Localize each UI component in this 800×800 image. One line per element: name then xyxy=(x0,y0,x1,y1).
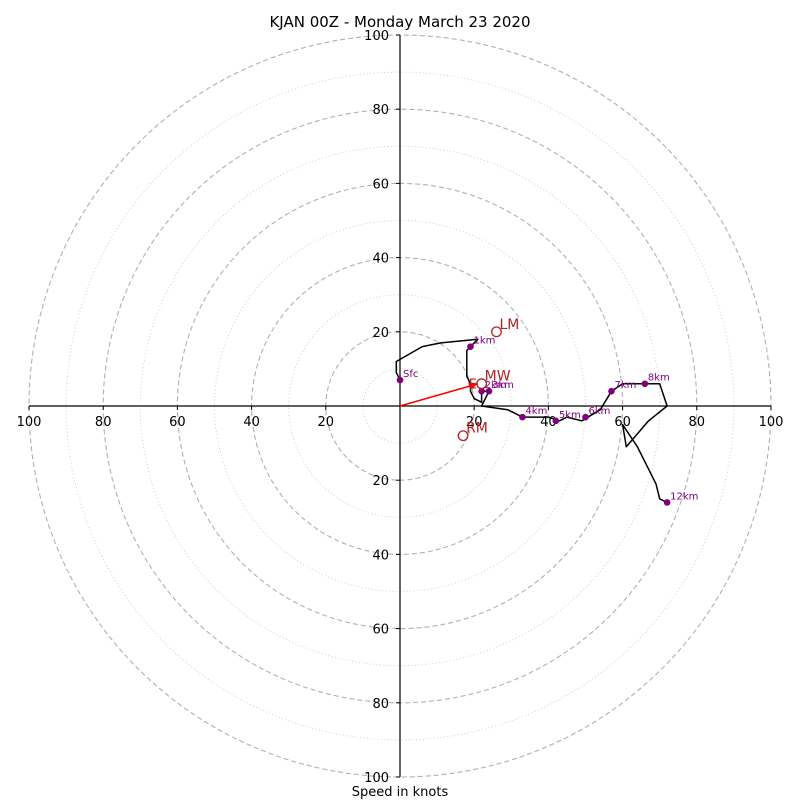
height-marker-dot xyxy=(663,499,671,506)
x-tick-label: 80 xyxy=(689,415,706,430)
storm-motion-circle xyxy=(476,378,488,390)
height-marker-dot xyxy=(467,343,474,350)
height-marker-label: Sfc xyxy=(403,369,418,380)
height-marker-label: 8km xyxy=(648,373,670,384)
x-tick-label: 100 xyxy=(17,415,42,430)
shear-vector-line xyxy=(399,382,479,407)
y-tick-label: 20 xyxy=(372,474,389,489)
x-tick-label: 80 xyxy=(95,415,112,430)
storm-motion-circle xyxy=(491,326,502,338)
storm-motion-label: LM xyxy=(499,317,519,333)
y-tick-label: 40 xyxy=(372,548,389,563)
height-marker-dot xyxy=(552,417,560,425)
storm-motion-markers: LM MW RM xyxy=(457,317,519,442)
height-marker-label: 5km xyxy=(559,410,581,421)
y-tick-label: 60 xyxy=(372,177,389,192)
height-marker-label: 1km xyxy=(473,336,495,347)
hodograph-trace xyxy=(395,338,668,504)
height-marker-dot xyxy=(641,380,649,388)
x-tick-label: 100 xyxy=(759,415,784,430)
shear-vector-arrowhead xyxy=(468,382,478,391)
height-marker-label: 7km xyxy=(614,380,636,391)
shear-vector-label: E xyxy=(469,378,477,393)
chart-title: KJAN 00Z - Monday March 23 2020 xyxy=(269,13,530,31)
y-tick-label: 100 xyxy=(364,29,389,44)
x-axis-label: Speed in knots xyxy=(352,785,449,800)
storm-motion-label: RM xyxy=(466,421,488,437)
y-tick-label: 100 xyxy=(364,771,389,786)
height-marker-dot xyxy=(478,387,485,395)
x-tick-label: 20 xyxy=(318,415,335,430)
x-tick-label: 60 xyxy=(614,415,631,430)
height-marker-dot xyxy=(582,413,589,421)
y-tick-label: 20 xyxy=(372,326,389,341)
height-marker-label: 6km xyxy=(589,406,611,417)
x-tick-label: 40 xyxy=(243,415,260,430)
y-tick-label: 60 xyxy=(372,623,389,638)
y-tick-label: 80 xyxy=(372,103,389,118)
x-tick-label: 20 xyxy=(466,415,483,430)
height-marker-dot xyxy=(608,387,615,395)
hodograph-line xyxy=(395,338,668,504)
effective-shear-vector: E xyxy=(399,378,479,407)
height-marker-label: 2km xyxy=(485,380,507,391)
height-marker-dot xyxy=(485,387,493,395)
y-tick-label: 40 xyxy=(372,252,389,267)
height-marker-label: 4km xyxy=(525,406,547,417)
height-marker-dot xyxy=(519,413,526,421)
tick-labels: 100 80 60 40 20 20 40 60 80 100100806040202040608… xyxy=(17,29,784,786)
height-marker-label: 12km xyxy=(670,491,698,502)
height-marker-label: 3km xyxy=(492,380,514,391)
storm-motion-circle xyxy=(457,430,469,442)
storm-motion-label: MW xyxy=(485,369,511,385)
x-tick-label: 60 xyxy=(169,415,186,430)
y-tick-label: 80 xyxy=(372,697,389,712)
height-marker-dot xyxy=(396,376,404,384)
